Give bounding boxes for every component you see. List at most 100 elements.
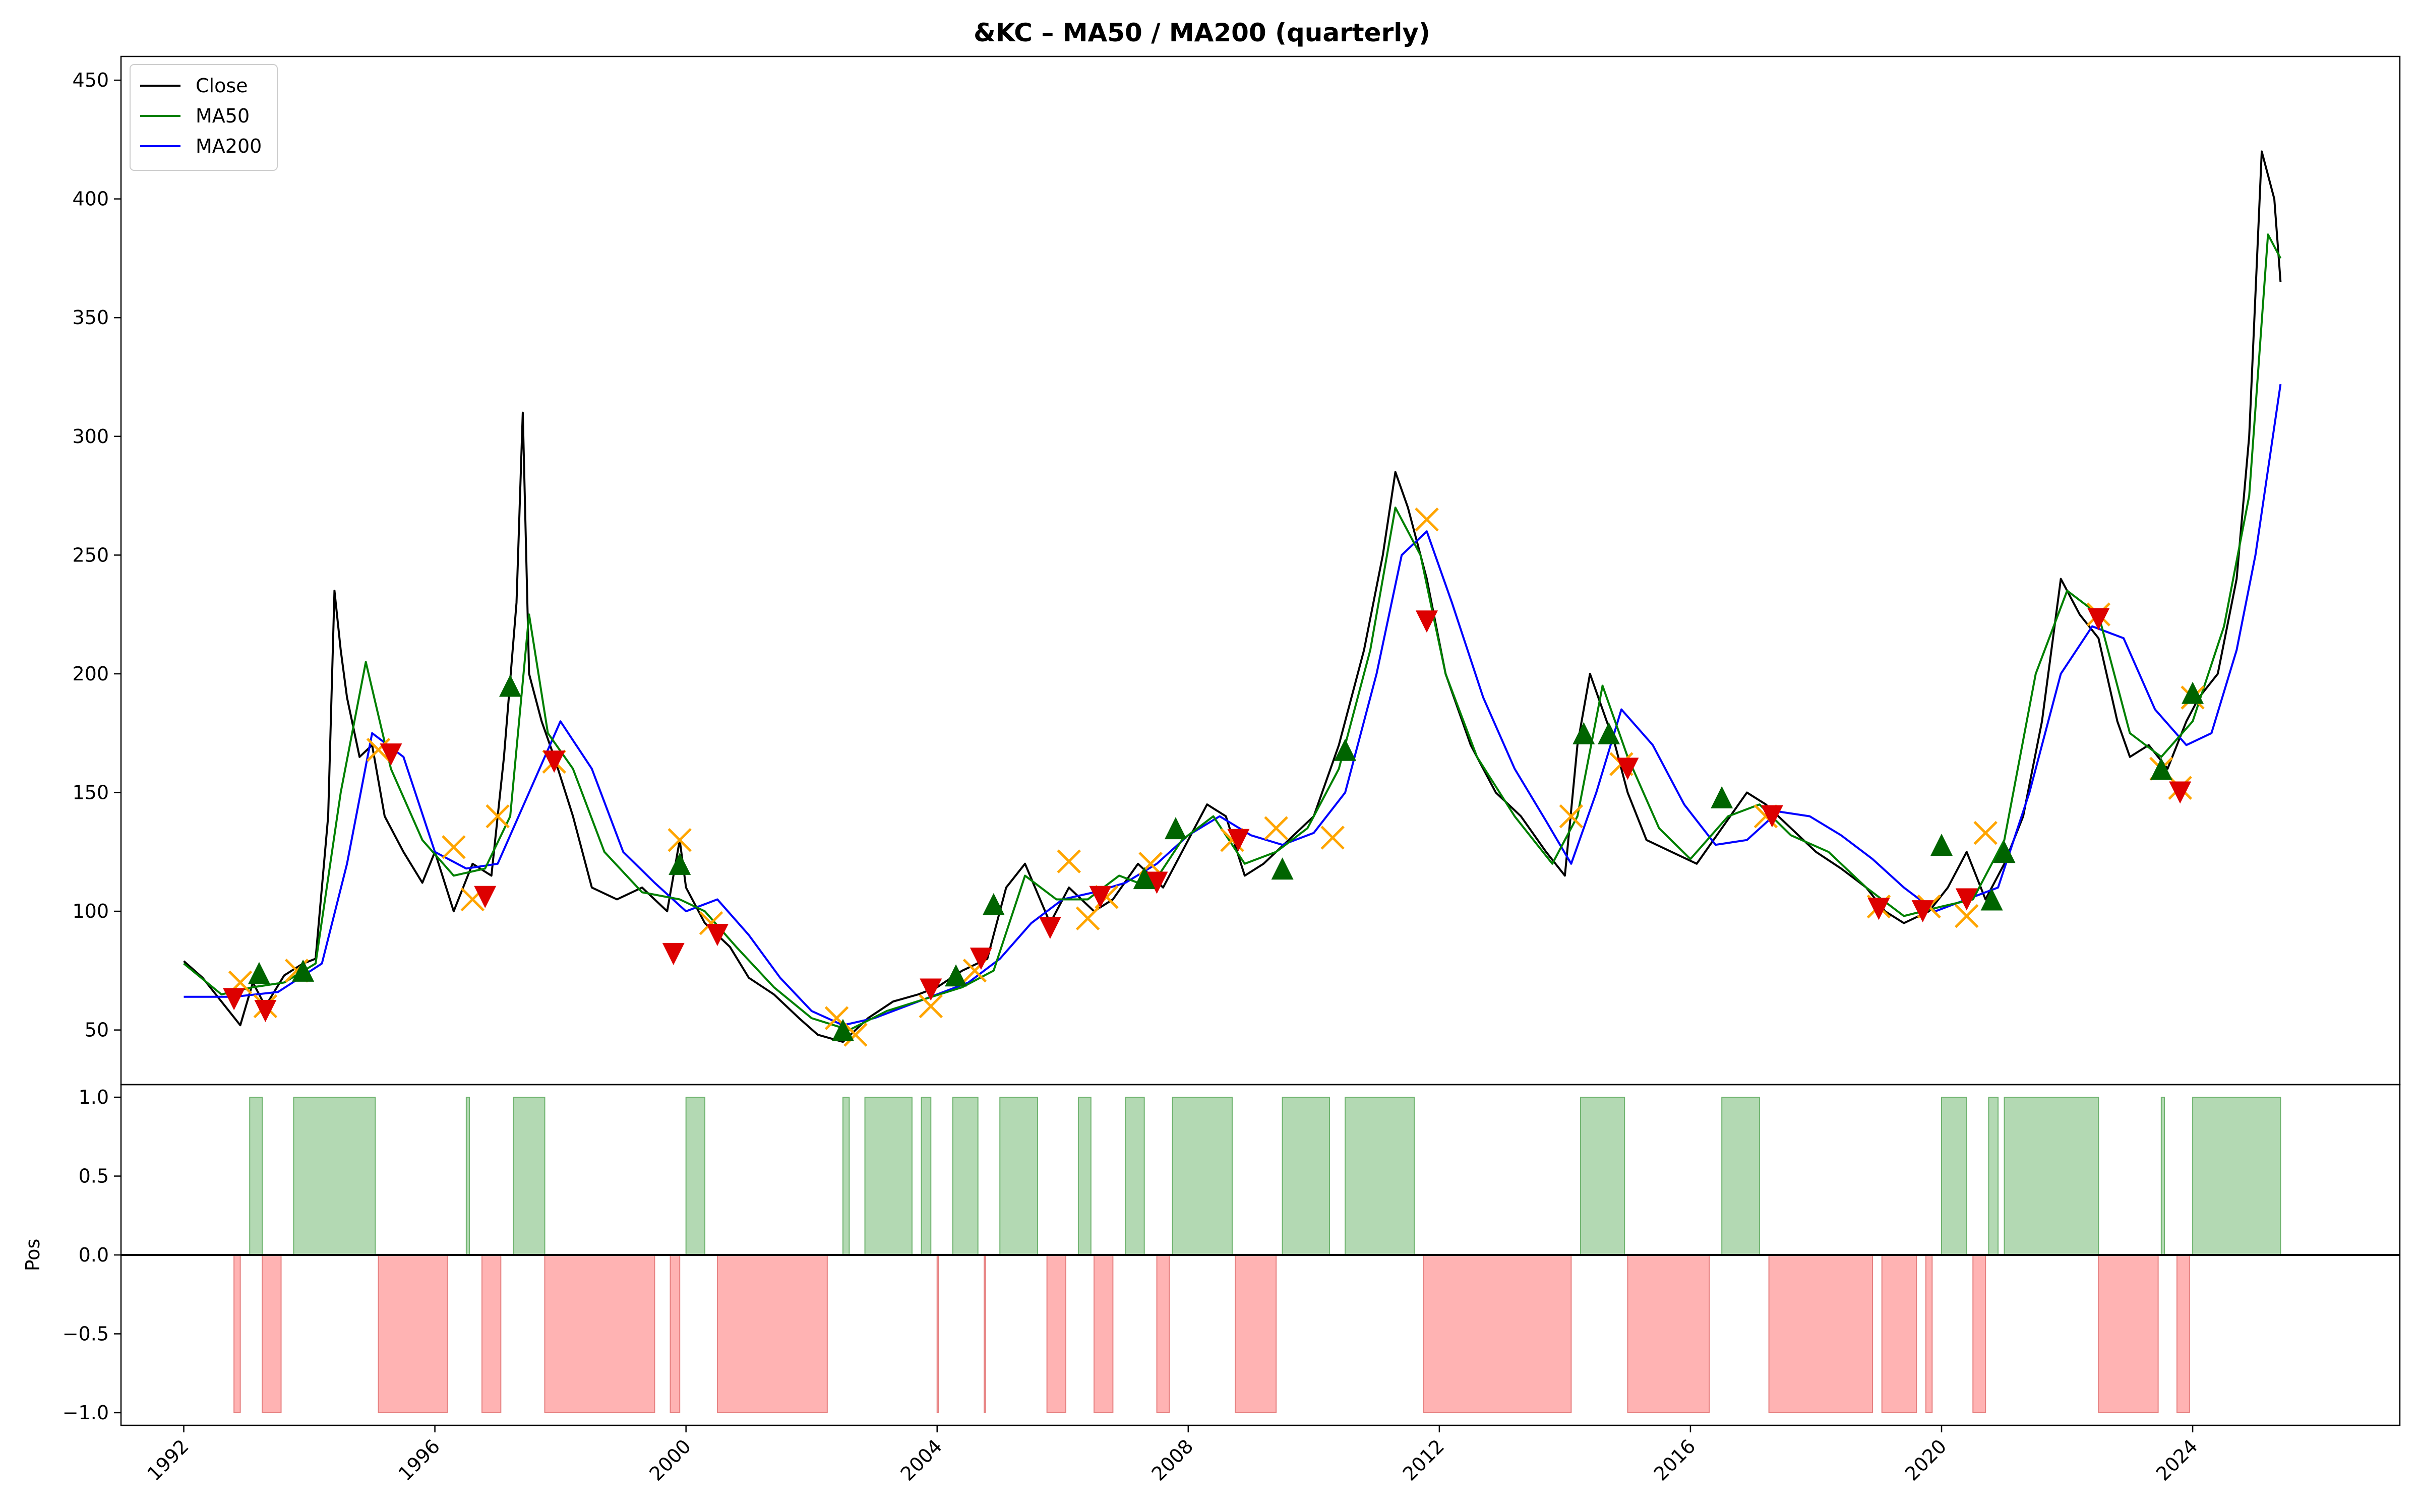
sell-marker xyxy=(920,978,942,1001)
sell-marker xyxy=(2169,781,2192,804)
short-position-area xyxy=(1925,1254,1933,1413)
long-position-area xyxy=(999,1097,1038,1256)
sell-marker xyxy=(1616,758,1639,780)
sell-marker xyxy=(1039,917,1061,939)
legend: Close MA50 MA200 xyxy=(130,64,278,171)
long-position-area xyxy=(1077,1097,1092,1256)
long-position-area xyxy=(1988,1097,1999,1256)
sell-marker xyxy=(223,988,246,1011)
chart-title: &KC – MA50 / MA200 (quarterly) xyxy=(974,18,1430,47)
exit-marker xyxy=(442,835,466,859)
buy-marker xyxy=(945,964,967,987)
price-y-tick-label: 300 xyxy=(72,425,109,448)
buy-marker xyxy=(1334,738,1357,761)
sell-marker xyxy=(970,948,992,970)
sell-marker xyxy=(662,942,685,965)
long-position-area xyxy=(921,1097,932,1256)
short-position-area xyxy=(716,1254,828,1413)
price-y-tick-label: 200 xyxy=(72,663,109,685)
legend-close-label: Close xyxy=(196,75,248,97)
buy-marker xyxy=(1598,722,1620,744)
position-y-tick-label: 1.0 xyxy=(79,1086,109,1108)
long-position-area xyxy=(1125,1097,1145,1256)
sell-marker xyxy=(1145,871,1168,894)
short-position-area xyxy=(936,1254,939,1413)
long-position-area xyxy=(952,1097,979,1256)
exit-marker xyxy=(1973,821,1998,845)
long-position-area xyxy=(2192,1097,2281,1256)
position-panel-frame xyxy=(120,1084,2401,1426)
buy-marker xyxy=(1711,786,1733,808)
buy-marker xyxy=(1980,888,2003,911)
exit-marker xyxy=(668,828,692,852)
price-y-tick-label: 100 xyxy=(72,900,109,922)
position-y-tick-label: 0.0 xyxy=(79,1244,109,1266)
buy-marker xyxy=(1271,857,1294,880)
exit-marker xyxy=(1320,826,1345,850)
buy-marker xyxy=(1572,722,1595,744)
sell-marker xyxy=(1415,610,1438,633)
short-position-area xyxy=(1881,1254,1917,1413)
long-position-area xyxy=(2004,1097,2099,1256)
long-position-area xyxy=(1941,1097,1967,1256)
legend-ma200-label: MA200 xyxy=(196,135,262,157)
exit-marker xyxy=(1955,904,1979,928)
exit-marker xyxy=(366,737,391,762)
sell-marker xyxy=(543,750,566,773)
exit-marker xyxy=(486,804,510,829)
exit-marker xyxy=(919,994,943,1019)
short-position-area xyxy=(2176,1254,2190,1413)
buy-marker xyxy=(2182,681,2204,704)
sell-marker xyxy=(1227,829,1250,851)
buy-marker xyxy=(1993,841,2016,863)
sell-marker xyxy=(1911,900,1934,923)
buy-marker xyxy=(1930,834,1953,856)
position-y-tick-label: 0.5 xyxy=(79,1165,109,1187)
exit-marker xyxy=(1264,816,1288,840)
long-position-area xyxy=(1282,1097,1330,1256)
long-position-area xyxy=(864,1097,913,1256)
short-position-area xyxy=(1423,1254,1572,1413)
exit-marker xyxy=(843,1023,868,1047)
long-position-area xyxy=(293,1097,376,1256)
price-y-tick-label: 400 xyxy=(72,188,109,210)
price-panel: 50 100 150 200 250 300 350 400 450 Close MA50 MA… xyxy=(72,55,2401,1086)
short-position-area xyxy=(2098,1254,2159,1413)
signal-markers xyxy=(223,507,2205,1047)
long-position-area xyxy=(513,1097,546,1256)
buy-marker xyxy=(669,852,691,875)
legend-frame xyxy=(130,64,278,171)
sell-marker xyxy=(254,999,277,1022)
price-y-tick-label: 350 xyxy=(72,306,109,329)
short-position-area xyxy=(1235,1254,1277,1413)
buy-marker xyxy=(831,1019,854,1041)
sell-marker xyxy=(1955,888,1978,911)
long-position-area xyxy=(1580,1097,1625,1256)
buy-marker xyxy=(499,674,522,697)
buy-marker xyxy=(982,893,1005,915)
series-line-close xyxy=(183,150,2282,1043)
short-position-area xyxy=(1156,1254,1170,1413)
short-position-area xyxy=(984,1254,986,1413)
sell-marker xyxy=(1761,805,1783,828)
legend-ma50-label: MA50 xyxy=(196,105,250,127)
long-position-area xyxy=(1172,1097,1233,1256)
position-y-tick-label: −0.5 xyxy=(63,1322,109,1345)
price-y-tick-label: 150 xyxy=(72,782,109,804)
short-position-area xyxy=(1094,1254,1114,1413)
exit-marker xyxy=(1415,507,1439,532)
sell-marker xyxy=(380,743,402,766)
position-areas xyxy=(233,1097,2281,1413)
short-position-area xyxy=(1046,1254,1066,1413)
position-y-tick-label: −1.0 xyxy=(63,1402,109,1424)
long-position-area xyxy=(249,1097,263,1256)
short-position-area xyxy=(481,1254,502,1413)
position-panel: 1.00.50.0−0.5−1.0 Pos 1992 1996 2000 2004 20… xyxy=(22,1084,2401,1485)
short-position-area xyxy=(1972,1254,1986,1413)
short-position-area xyxy=(670,1254,681,1413)
price-y-axis: 50 100 150 200 250 300 350 400 450 xyxy=(72,69,121,1041)
short-position-area xyxy=(262,1254,282,1413)
sell-marker xyxy=(706,924,729,947)
